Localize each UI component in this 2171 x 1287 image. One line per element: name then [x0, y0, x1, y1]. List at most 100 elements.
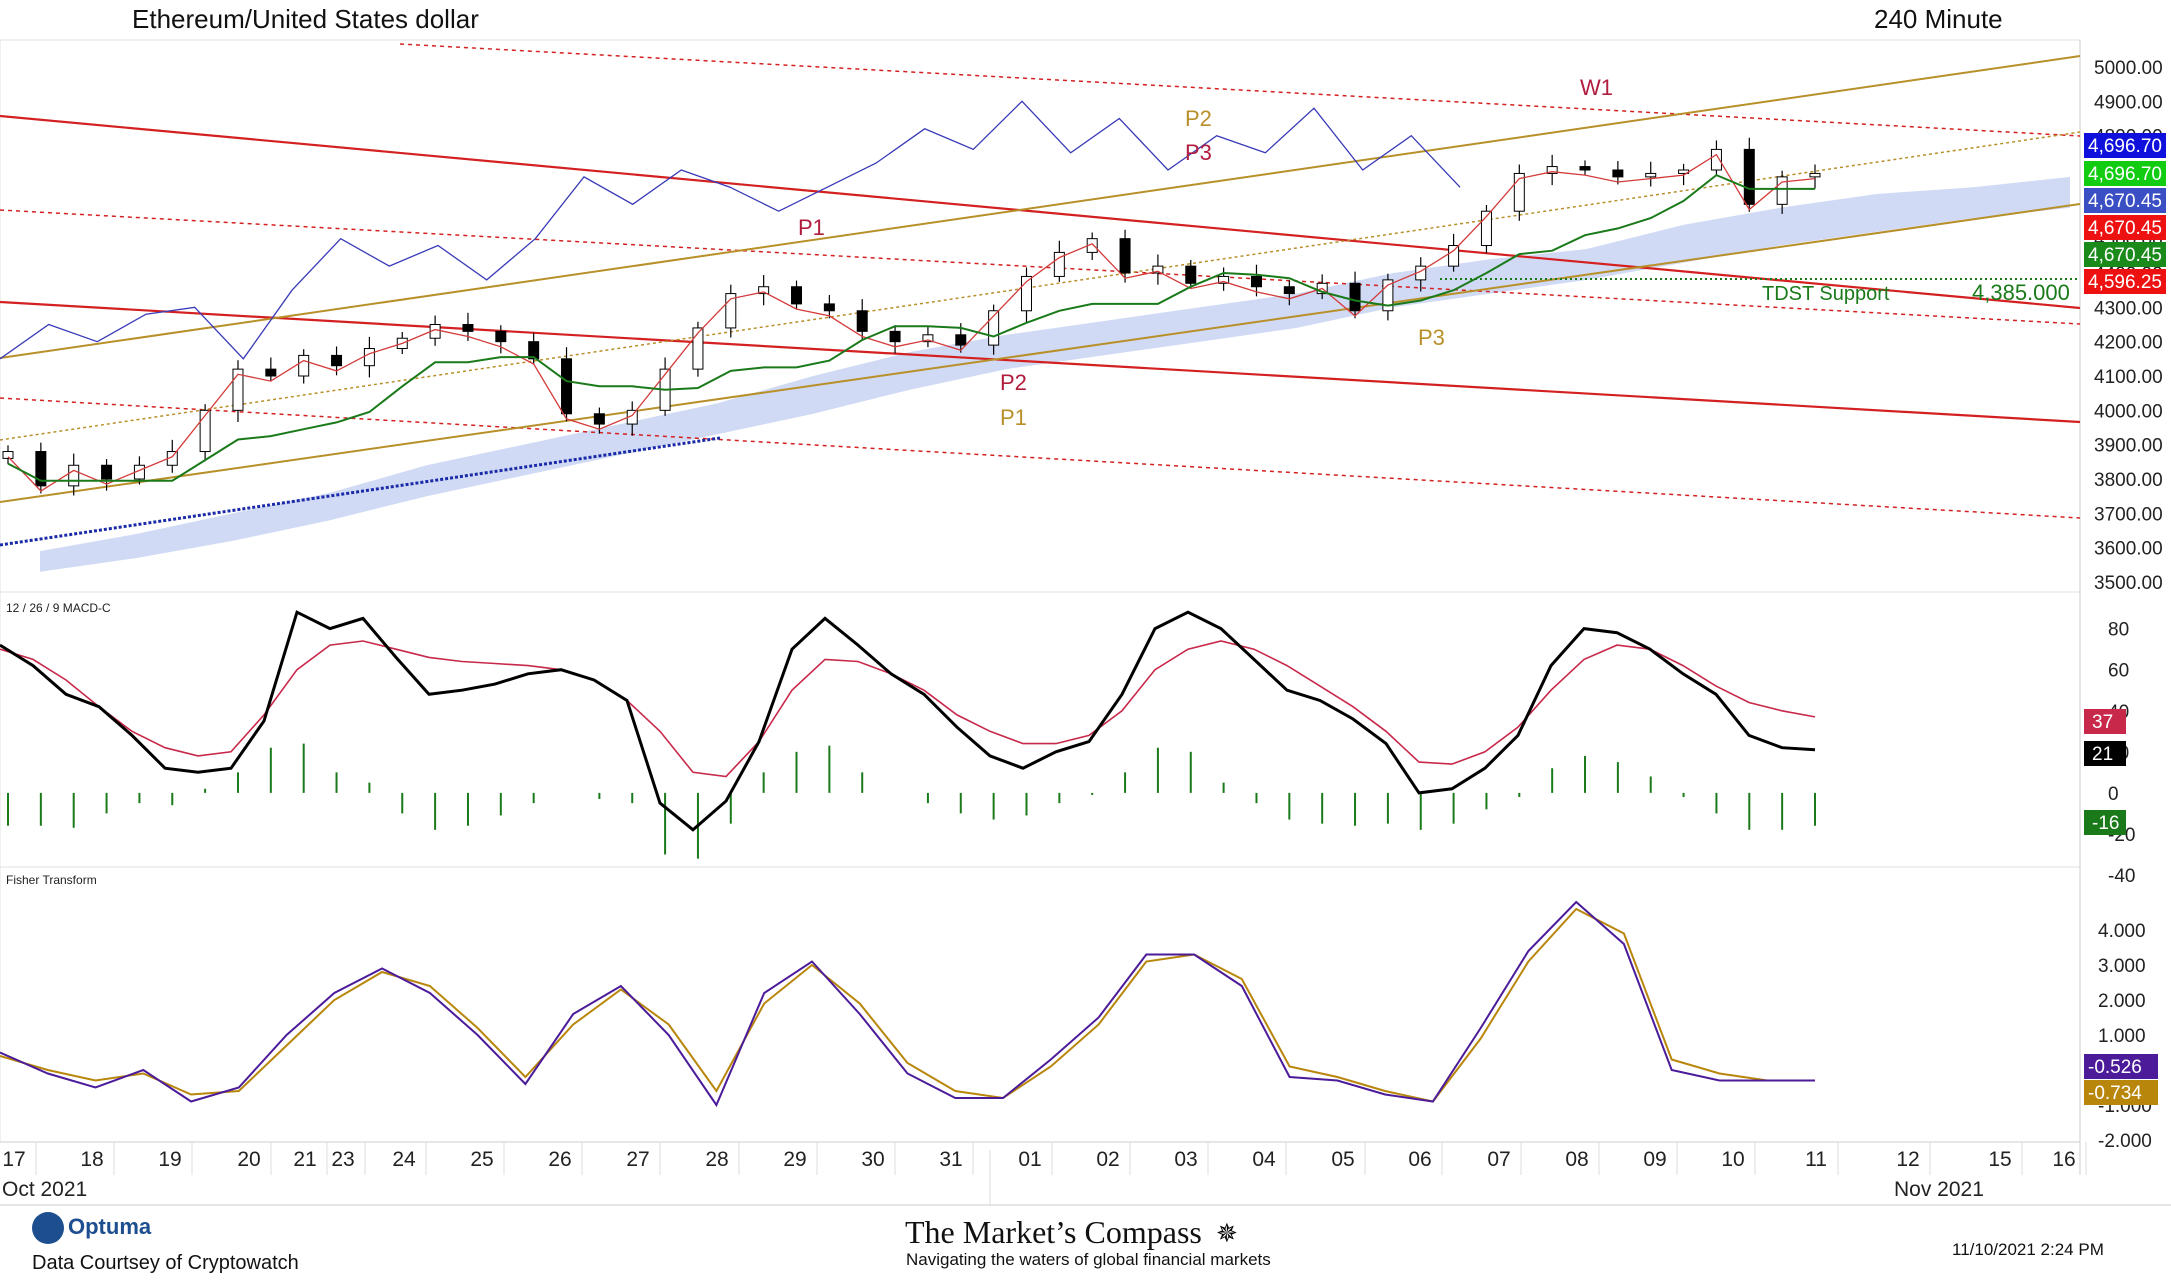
candle-body	[1579, 166, 1591, 171]
fisher-panel-frame	[0, 866, 2081, 1143]
price-value-label-bg	[2084, 161, 2166, 186]
candle-body	[331, 354, 343, 367]
macd-value-label-bg	[2084, 709, 2126, 734]
fisher-axis-tick: 3.000	[2098, 956, 2146, 977]
fisher-value-label: -0.734	[2088, 1083, 2142, 1104]
price-value-label: 4,696.70	[2088, 164, 2162, 185]
timestamp: 11/10/2021 2:24 PM	[1952, 1240, 2104, 1259]
pattern-annotation: P2	[1185, 106, 1212, 131]
candle-body	[101, 464, 113, 480]
price-axis-tick: 4900.00	[2094, 92, 2163, 113]
macd-axis-tick: -40	[2108, 866, 2135, 887]
candle-body	[265, 368, 277, 377]
macd-line	[0, 610, 1816, 832]
price-axis-tick: 4300.00	[2094, 298, 2163, 319]
price-value-label-bg	[2084, 215, 2166, 240]
candle-body	[758, 286, 770, 295]
candle-body	[495, 330, 507, 343]
red-channel-upper	[0, 114, 2081, 310]
gold-channel-upper	[0, 55, 2081, 359]
time-axis-tick: 23	[331, 1148, 354, 1171]
price-axis-tick: 3600.00	[2094, 539, 2163, 560]
candle-body	[955, 334, 967, 346]
macd-title: 12 / 26 / 9 MACD-C	[6, 601, 111, 615]
month-label: Oct 2021	[2, 1178, 87, 1201]
candle-body	[1119, 238, 1131, 274]
candle-body	[1382, 279, 1394, 312]
red-dotted-mid	[0, 209, 2081, 325]
time-axis-tick: 17	[2, 1148, 25, 1171]
candle-body	[35, 451, 47, 487]
candle-body	[1513, 172, 1525, 212]
macd-axis-tick: 60	[2108, 661, 2129, 682]
candle-body	[528, 341, 540, 360]
candle-body	[1776, 176, 1788, 205]
time-axis-tick: 08	[1565, 1148, 1588, 1171]
candle-body	[856, 310, 868, 332]
fisher-trigger-line	[0, 907, 1815, 1103]
time-axis-tick: 18	[80, 1148, 103, 1171]
candle-body	[922, 334, 934, 343]
optuma-brand: Optuma	[68, 1214, 152, 1239]
candle-body	[561, 358, 573, 415]
macd-panel-frame	[0, 591, 2081, 868]
candle-body	[232, 368, 244, 411]
gold-channel-lower	[0, 203, 2081, 503]
publisher-name: The Market’s Compass	[905, 1214, 1202, 1250]
candles-group	[2, 137, 1821, 496]
time-axis-tick: 30	[861, 1148, 884, 1171]
price-value-label-bg	[2084, 269, 2166, 294]
price-axis-tick: 5000.00	[2094, 58, 2163, 79]
time-axis-tick: 27	[626, 1148, 649, 1171]
candle-body	[593, 413, 605, 425]
price-value-label-bg	[2084, 133, 2166, 158]
macd-axis-tick: 80	[2108, 620, 2129, 641]
fisher-axis-tick: 4.000	[2098, 921, 2146, 942]
price-value-label: 4,670.45	[2088, 218, 2162, 239]
candle-body	[1710, 148, 1722, 171]
candle-body	[1185, 265, 1197, 284]
candle-body	[1218, 275, 1230, 284]
macd-value-label-bg	[2084, 810, 2126, 835]
time-axis-tick: 25	[470, 1148, 493, 1171]
optuma-logo	[32, 1212, 64, 1244]
time-axis-tick: 12	[1896, 1148, 1919, 1171]
candle-body	[2, 451, 14, 459]
interval-label: 240 Minute	[1874, 4, 2003, 34]
time-axis-tick: 19	[158, 1148, 181, 1171]
pattern-annotation: W1	[1580, 75, 1613, 100]
time-axis-tick: 21	[293, 1148, 316, 1171]
candle-body	[889, 330, 901, 343]
candle-body	[823, 303, 835, 312]
fisher-title: Fisher Transform	[6, 873, 97, 887]
price-value-label: 4,596.25	[2088, 272, 2162, 293]
tdst-value: 4,385.000	[1972, 280, 2070, 305]
time-axis-tick: 02	[1096, 1148, 1119, 1171]
fisher-value-label: -0.526	[2088, 1057, 2142, 1078]
price-value-label: 4,696.70	[2088, 136, 2162, 157]
fisher-axis-tick: -2.000	[2098, 1131, 2152, 1152]
price-value-label: 4,670.45	[2088, 191, 2162, 212]
red-dotted-lower	[0, 397, 2081, 519]
time-axis-tick: 05	[1331, 1148, 1354, 1171]
red-dotted-upper	[399, 43, 2081, 137]
candle-body	[988, 310, 1000, 346]
publisher-tagline: Navigating the waters of global financia…	[906, 1250, 1271, 1269]
candle-body	[1250, 275, 1262, 288]
month-label: Nov 2021	[1894, 1178, 1984, 1201]
time-axis-tick: 01	[1018, 1148, 1041, 1171]
compass-icon: ✵	[1216, 1218, 1238, 1248]
time-axis-tick: 03	[1174, 1148, 1197, 1171]
time-axis-tick: 20	[237, 1148, 260, 1171]
price-axis-tick: 3700.00	[2094, 504, 2163, 525]
time-axis-tick: 15	[1988, 1148, 2011, 1171]
macd-value-label-bg	[2084, 741, 2126, 766]
price-value-label-bg	[2084, 242, 2166, 267]
time-axis-tick: 10	[1721, 1148, 1744, 1171]
candle-body	[298, 354, 310, 377]
candle-body	[1546, 166, 1558, 174]
price-value-label-bg	[2084, 188, 2166, 213]
blue-trend-support	[0, 436, 721, 547]
macd-signal-line	[0, 640, 1816, 778]
